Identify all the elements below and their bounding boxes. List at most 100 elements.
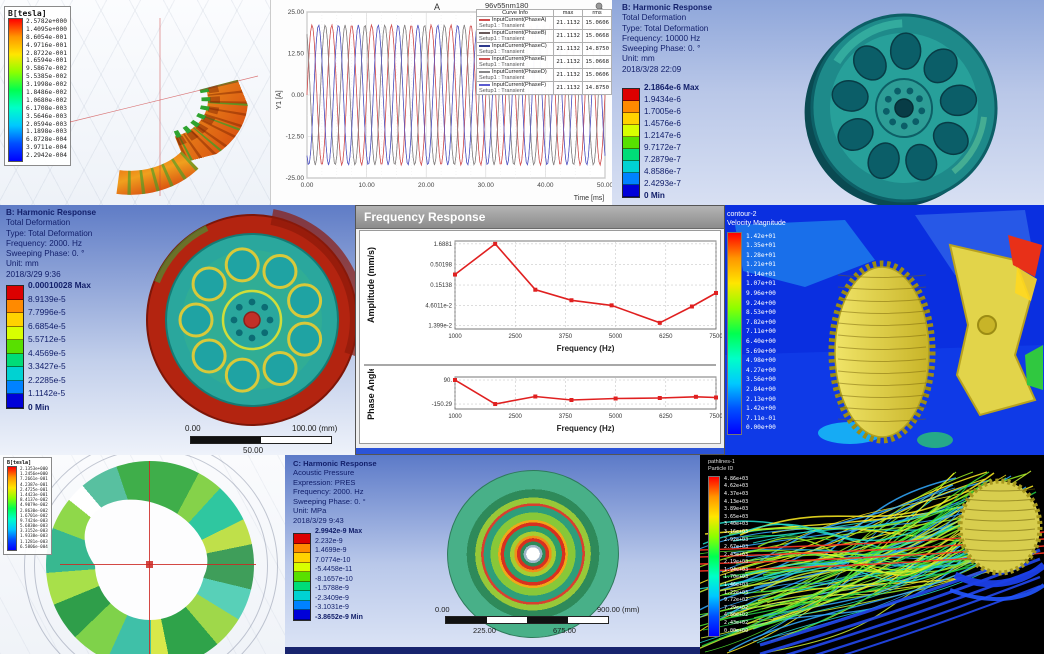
curve-max: 21.1132 [553,81,583,95]
scale-band [294,591,310,601]
table-header: Curve Info [476,9,554,17]
ruler-label: 0.00 [435,605,450,614]
legend-gradient-bar [7,466,17,552]
panel-harmonic-10000hz: B: Harmonic Response Total Deformation Typ… [612,0,1044,205]
legend-value: 4.2387e-001 [20,481,48,487]
svg-text:1.6881: 1.6881 [434,242,453,248]
svg-text:7500: 7500 [709,414,722,420]
legend-gradient-bar [8,18,23,163]
svg-text:Amplitude (mm/s): Amplitude (mm/s) [366,247,376,323]
scale-value: 6.6854e-5 [28,320,66,331]
legend-value: 2.43e+03 [724,551,749,558]
legend-gradient-bar [708,475,720,638]
scale-band [294,610,310,620]
table-row: InputCurrent(PhaseC) Setup1 : Transient 21… [476,42,612,56]
legend-value: 2.84e+00 [746,386,776,393]
curve-rms: 14.8750 [582,81,612,95]
header-line: Type: Total Deformation [622,23,709,33]
ruler-label: 900.00 (mm) [597,605,640,614]
curve-rms: 14.8750 [582,42,612,56]
table-row: InputCurrent(PhaseA) Setup1 : Transient 21… [476,16,612,30]
scale-band [7,367,23,381]
scale-bar [6,285,24,409]
crosshair-center [146,561,153,568]
legend-value: 4.98e+00 [746,357,776,365]
scale-band [623,185,639,197]
legend-value: 2.8630e-002 [20,507,48,513]
legend-value: 1.0680e-002 [26,96,67,104]
scale-band [294,572,310,582]
curve-name: InputCurrent(PhaseC) [492,43,547,49]
legend-value: 3.56e+00 [746,376,776,384]
curve-swatch [479,31,490,34]
legend-value: 2.13e+00 [746,395,776,403]
legend-value: 4.9079e-002 [20,502,48,508]
legend-value: 8.53e+00 [746,309,776,317]
svg-text:Frequency (Hz): Frequency (Hz) [557,424,615,433]
cfd-legend: contour-2 Velocity Magnitude 1.42e+01 1.3… [727,211,786,436]
stator-render [69,18,259,196]
header-line: Sweeping Phase: 0. ° [622,44,701,53]
scale-band [7,340,23,354]
legend-value: 3.16e+03 [724,528,749,535]
legend-value: 1.9338e-003 [20,533,48,539]
legend-value: 2.19e+03 [724,559,749,566]
scale-band [623,149,639,161]
table-header: max [553,9,583,17]
color-scale: 2.1864e-6 Max 1.9434e-6 1.7005e-6 1.4576e-6… [622,83,732,204]
legend-value: 3.1998e-002 [26,81,67,89]
curve-rms: 15.0668 [582,55,612,69]
cfd-render [725,210,1044,455]
scale-ruler: 0.00 100.00 (mm) 50.00 [0,205,355,455]
legend-value: 3.40e+03 [724,521,749,528]
scale-value: 1.4699e-9 [315,547,347,554]
scale-value: 2.1864e-6 Max [644,83,700,92]
curve-name: InputCurrent(PhaseA) [492,17,547,23]
legend-title: B[tesla] [7,460,32,466]
phase-chart: 1000 2500 3750 5000 6250 7500 90. -150.29 Phase … [366,369,722,433]
curve-name: InputCurrent(PhaseB) [492,30,547,36]
window-edge [285,647,700,654]
scale-band [294,553,310,563]
svg-text:6250: 6250 [659,334,673,340]
legend-value: 1.46e+03 [724,582,749,589]
table-row: InputCurrent(PhaseB) Setup1 : Transient 21… [476,29,612,43]
window-titlebar[interactable]: Frequency Response [356,206,724,229]
scale-value: 7.2879e-7 [644,155,681,164]
ruler-label: 100.00 (mm) [292,424,338,433]
ruler-segment [527,617,568,623]
plot-title: 96v55nm180 [485,1,529,10]
legend-value: 9.7424e-003 [20,517,48,523]
legend-values: 4.86e+03 4.62e+03 4.37e+03 4.13e+03 3.89e+03… [724,476,748,635]
scale-value: -2.3409e-9 [315,594,349,602]
ruler-label: 225.00 [473,626,496,635]
svg-text:Frequency (Hz): Frequency (Hz) [557,344,615,353]
legend-value: 5.5385e-002 [26,73,67,81]
scale-value: -8.1657e-10 [315,575,353,583]
svg-text:0.15138: 0.15138 [430,283,452,289]
curve-rms: 15.0668 [582,29,612,43]
legend-value: 1.21e+01 [746,261,776,269]
legend-body: 2.5782e+000 1.4095e+000 8.6054e-001 4.9716e… [8,18,67,163]
svg-text:2500: 2500 [509,414,523,420]
wheel-render-teal [804,13,998,205]
scale-value: -3.1031e-9 [315,604,349,611]
curve-rms: 15.0606 [582,68,612,82]
svg-text:20.00: 20.00 [418,182,435,189]
legend-value: 1.07e+01 [746,280,776,288]
scale-band [623,125,639,137]
curve-max: 21.1132 [553,16,583,30]
curve-name: InputCurrent(PhaseD) [492,69,547,75]
legend-value: 5.69e+00 [746,347,776,355]
scale-value: 9.7172e-7 [644,143,681,152]
curve-max: 21.1132 [553,29,583,43]
curve-rms: 15.0606 [582,16,612,30]
scale-value: 2.4293e-7 [644,179,681,188]
header-line: Total Deformation [622,13,687,23]
scale-ruler: 0.00 900.00 (mm) 225.00 675.00 [285,455,700,654]
scale-value: 0 Min [28,401,50,412]
legend-value: 3.3152e-003 [20,528,48,534]
svg-text:3750: 3750 [559,414,573,420]
scale-band [294,562,310,572]
